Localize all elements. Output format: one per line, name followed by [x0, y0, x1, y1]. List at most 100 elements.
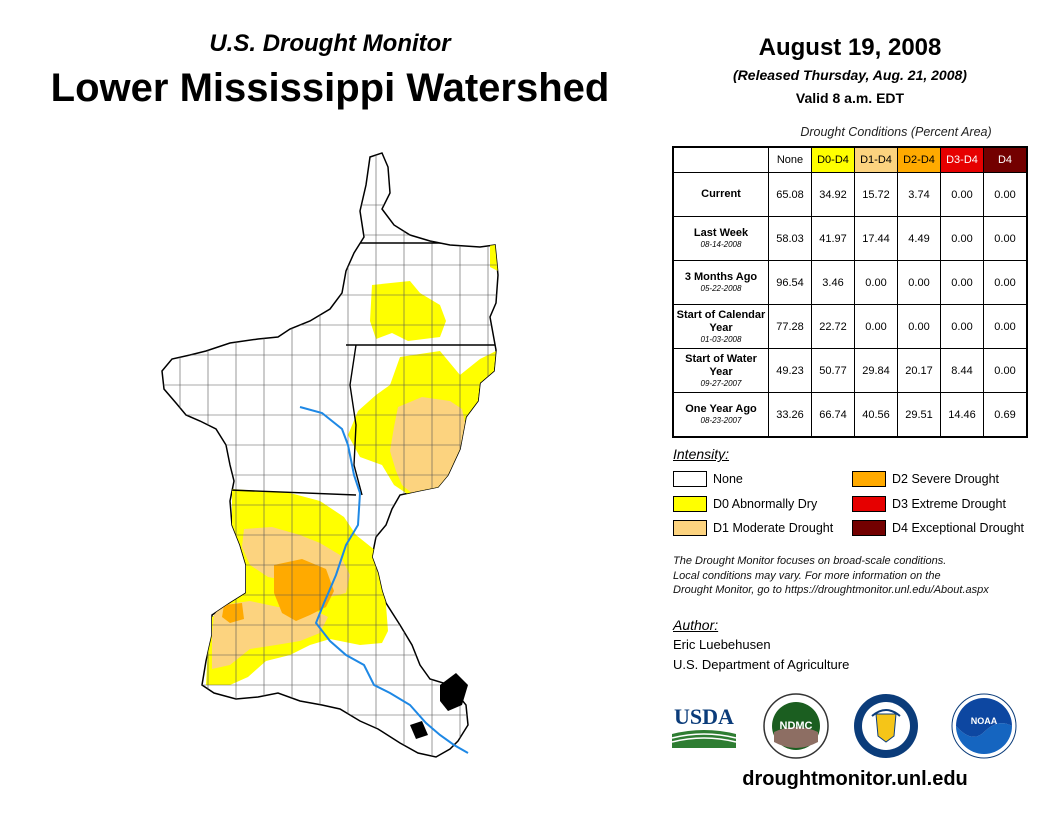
row-label: Start of Water Year 09-27-2007: [672, 348, 769, 393]
table-cell: 8.44: [940, 348, 984, 393]
usda-logo-text: USDA: [674, 704, 734, 729]
row-date: 09-27-2007: [700, 378, 742, 388]
legend-item-d0: D0 Abnormally Dry: [673, 495, 817, 513]
table-cell: 22.72: [811, 304, 855, 349]
mississippi-river: [299, 406, 469, 754]
map-title: Lower Mississippi Watershed: [50, 66, 610, 110]
table-header-row: None D0-D4 D1-D4 D2-D4 D3-D4 D4: [673, 146, 1028, 173]
legend-swatch: [673, 520, 707, 536]
legend-label: D4 Exceptional Drought: [892, 521, 1025, 535]
row-label: One Year Ago 08-23-2007: [672, 392, 769, 438]
row-label-text: Start of Water Year: [685, 352, 757, 378]
d2-area-louisiana-west: [222, 603, 244, 623]
note-line: Local conditions may vary. For more info…: [673, 569, 941, 582]
legend-item-d1: D1 Moderate Drought: [673, 519, 833, 537]
table-cell: 0.00: [940, 260, 984, 305]
table-cell: 0.00: [940, 216, 984, 261]
row-label-text: 3 Months Ago: [684, 271, 758, 283]
noaa-logo-text: NOAA: [971, 716, 998, 726]
table-row: 3 Months Ago 05-22-2008 96.54 3.46 0.00 0…: [672, 260, 1028, 305]
table-cell: 50.77: [811, 348, 855, 393]
table-row: One Year Ago 08-23-2007 33.26 66.74 40.56…: [672, 392, 1028, 438]
map-date: August 19, 2008: [758, 34, 942, 61]
table-cell: 0.00: [983, 348, 1028, 393]
legend-label: D2 Severe Drought: [892, 472, 1000, 486]
commerce-seal-logo: [854, 694, 918, 758]
table-cell: 3.74: [897, 172, 941, 217]
table-cell: 4.49: [897, 216, 941, 261]
table-cell: 77.28: [768, 304, 812, 349]
legend-label: D0 Abnormally Dry: [713, 497, 818, 511]
row-label-text: One Year Ago: [685, 403, 757, 415]
table-cell: 0.00: [983, 304, 1028, 349]
legend-swatch: [673, 471, 707, 487]
table-cell: 15.72: [854, 172, 898, 217]
table-cell: 29.51: [897, 392, 941, 438]
row-label: Last Week 08-14-2008: [672, 216, 769, 261]
column-header: D2-D4: [897, 146, 941, 173]
table-cell: 40.56: [854, 392, 898, 438]
row-label: Start of Calendar Year 01-03-2008: [672, 304, 769, 349]
author-heading: Author:: [673, 617, 719, 633]
author-organization: U.S. Department of Agriculture: [673, 657, 850, 672]
column-header: D4: [983, 146, 1028, 173]
table-cell: 0.00: [854, 260, 898, 305]
table-cell: 0.00: [897, 260, 941, 305]
row-label-text: Current: [701, 188, 741, 200]
legend-label: D1 Moderate Drought: [713, 521, 834, 535]
coastal-islands: [410, 673, 468, 739]
legend-heading: Intensity:: [673, 446, 730, 462]
table-cell: 65.08: [768, 172, 812, 217]
table-cell: 3.46: [811, 260, 855, 305]
table-cell: 14.46: [940, 392, 984, 438]
column-header: None: [768, 146, 812, 173]
table-cell: 58.03: [768, 216, 812, 261]
table-cell: 29.84: [854, 348, 898, 393]
table-cell: 96.54: [768, 260, 812, 305]
row-label: Current: [672, 172, 769, 217]
table-cell: 0.00: [897, 304, 941, 349]
table-cell: 0.00: [983, 172, 1028, 217]
d2-area-louisiana-central: [274, 559, 334, 621]
table-cell: 17.44: [854, 216, 898, 261]
table-cell: 0.00: [983, 260, 1028, 305]
row-label-text: Start of Calendar Year: [676, 308, 766, 334]
noaa-logo: NOAA: [951, 693, 1017, 759]
row-label-text: Last Week: [693, 227, 749, 239]
column-header: D0-D4: [811, 146, 855, 173]
note-line: The Drought Monitor focuses on broad-sca…: [673, 555, 947, 567]
table-cell: 20.17: [897, 348, 941, 393]
ndmc-logo: NDMC: [763, 693, 829, 759]
table-corner: [673, 147, 769, 173]
column-header: D3-D4: [940, 146, 984, 173]
table-cell: 0.00: [983, 216, 1028, 261]
author-name: Eric Luebehusen: [673, 637, 771, 652]
table-cell: 41.97: [811, 216, 855, 261]
table-cell: 66.74: [811, 392, 855, 438]
row-date: 05-22-2008: [700, 284, 742, 293]
legend-item-none: None: [673, 470, 743, 488]
row-date: 08-14-2008: [700, 240, 742, 249]
table-row: Start of Water Year 09-27-2007 49.23 50.7…: [672, 348, 1028, 393]
valid-time: Valid 8 a.m. EDT: [795, 90, 905, 106]
row-label: 3 Months Ago 05-22-2008: [672, 260, 769, 305]
note-line: Drought Monitor, go to https://droughtmo…: [673, 584, 989, 596]
table-cell: 0.69: [983, 392, 1028, 438]
ndmc-logo-text: NDMC: [780, 720, 813, 732]
legend-label: None: [713, 472, 743, 486]
table-cell: 0.00: [940, 172, 984, 217]
table-row: Last Week 08-14-2008 58.03 41.97 17.44 4.…: [672, 216, 1028, 261]
legend-swatch: [852, 520, 886, 536]
website-url[interactable]: droughtmonitor.unl.edu: [742, 768, 968, 790]
table-row: Start of Calendar Year 01-03-2008 77.28 2…: [672, 304, 1028, 349]
table-cell: 0.00: [854, 304, 898, 349]
legend-swatch: [852, 496, 886, 512]
legend-item-d2: D2 Severe Drought: [852, 470, 999, 488]
table-row: Current 65.08 34.92 15.72 3.74 0.00 0.00: [672, 172, 1028, 217]
conditions-caption: Drought Conditions (Percent Area): [800, 125, 992, 139]
d1-area-mississippi: [390, 397, 466, 495]
table-cell: 49.23: [768, 348, 812, 393]
drought-monitor-note: The Drought Monitor focuses on broad-sca…: [673, 554, 1053, 598]
legend-item-d4: D4 Exceptional Drought: [852, 519, 1024, 537]
legend-label: D3 Extreme Drought: [892, 497, 1006, 511]
